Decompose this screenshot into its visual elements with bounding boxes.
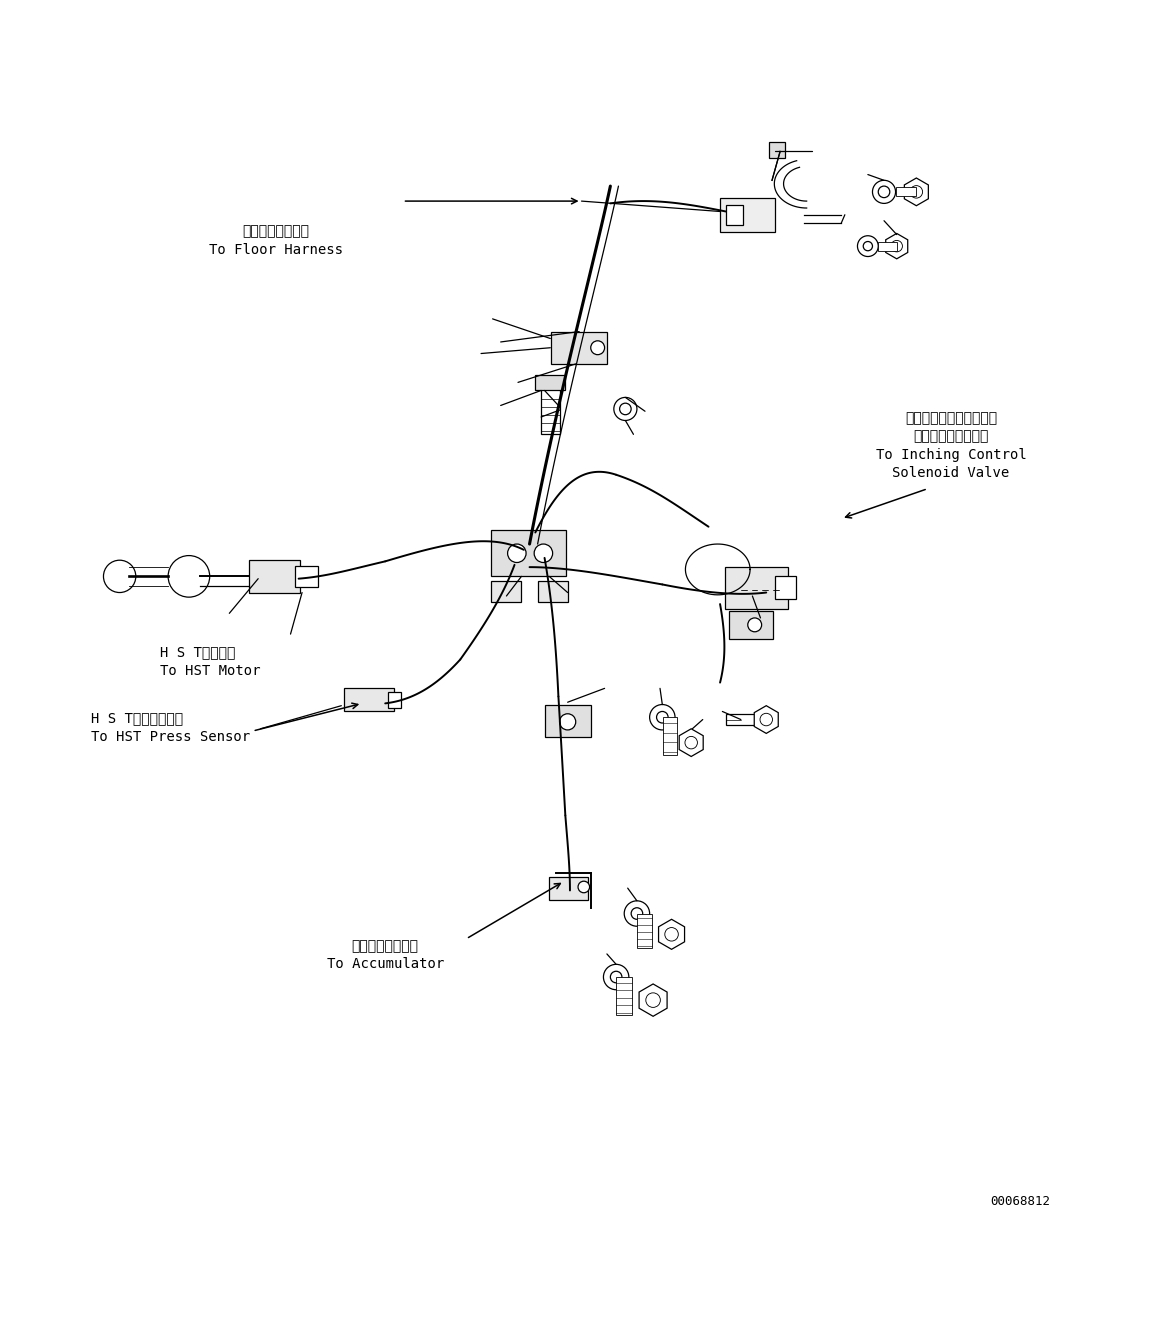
Text: アキュムレータへ
To Accumulator: アキュムレータへ To Accumulator (327, 939, 444, 971)
Circle shape (759, 714, 772, 725)
Bar (878, 241, 897, 251)
Circle shape (632, 907, 643, 919)
Bar (492, 580, 521, 601)
Bar (295, 566, 319, 587)
Bar (343, 689, 394, 711)
Circle shape (685, 736, 698, 749)
Circle shape (657, 711, 668, 723)
Circle shape (891, 240, 902, 252)
Circle shape (104, 561, 136, 592)
Polygon shape (755, 706, 778, 733)
Circle shape (748, 617, 762, 632)
Circle shape (620, 404, 632, 414)
Circle shape (863, 241, 872, 251)
Bar (637, 914, 652, 948)
Bar (535, 376, 565, 390)
Bar (776, 576, 797, 599)
Circle shape (650, 704, 675, 729)
Circle shape (878, 186, 890, 198)
Bar (541, 386, 559, 434)
Circle shape (857, 236, 878, 256)
Bar (896, 187, 916, 197)
Bar (720, 198, 776, 232)
Polygon shape (679, 729, 704, 757)
Circle shape (534, 543, 552, 562)
Bar (549, 877, 588, 900)
Text: H S T油圧センサへ
To HST Press Sensor: H S T油圧センサへ To HST Press Sensor (91, 711, 250, 744)
Bar (663, 718, 677, 756)
Bar (387, 692, 401, 708)
Bar (249, 561, 300, 592)
Circle shape (604, 964, 629, 989)
Circle shape (645, 993, 661, 1008)
Bar (492, 530, 566, 576)
Bar (725, 567, 789, 608)
Bar (551, 331, 607, 364)
Polygon shape (905, 178, 928, 206)
Bar (729, 611, 773, 638)
Bar (544, 704, 591, 737)
Circle shape (911, 186, 922, 198)
Bar (537, 580, 568, 601)
Bar (616, 977, 633, 1016)
Circle shape (625, 901, 650, 926)
Circle shape (507, 543, 526, 562)
Text: インチングコントロール
ソレノイドバルブへ
To Inching Control
Solenoid Valve: インチングコントロール ソレノイドバルブへ To Inching Control… (876, 412, 1027, 480)
Circle shape (591, 340, 605, 355)
Text: H S Tモータへ
To HST Motor: H S Tモータへ To HST Motor (160, 645, 261, 678)
Circle shape (665, 927, 678, 940)
Circle shape (872, 181, 896, 203)
Circle shape (611, 971, 622, 983)
Circle shape (559, 714, 576, 729)
Circle shape (578, 881, 590, 893)
Bar (769, 142, 785, 158)
Circle shape (614, 397, 637, 421)
Bar (726, 204, 743, 226)
Text: 00068812: 00068812 (990, 1195, 1050, 1208)
Circle shape (169, 555, 209, 598)
Polygon shape (658, 919, 685, 950)
Text: フロアハーネスへ
To Floor Harness: フロアハーネスへ To Floor Harness (208, 224, 343, 257)
Polygon shape (640, 984, 668, 1017)
Polygon shape (886, 233, 908, 259)
Bar (726, 714, 770, 725)
